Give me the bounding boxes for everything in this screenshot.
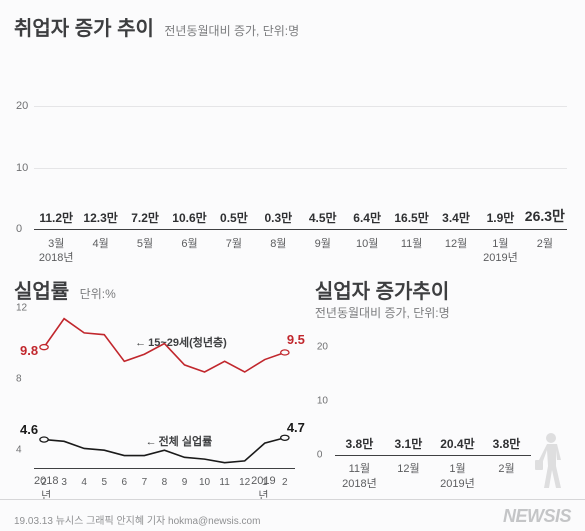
chart3-value-label: 3.8만 [346, 435, 374, 452]
chart1-value-label: 16.5만 [394, 209, 428, 226]
chart3: 010203.8만3.1만20.4만3.8만 11월12월1월2월 2018년2… [315, 325, 571, 491]
chart3-title: 실업자 증가추이 [315, 281, 449, 303]
chart3-year-labels: 2018년 2019년 [335, 475, 531, 491]
chart2-header: 실업률 단위:% [14, 275, 301, 304]
chart1-plot: 0102011.2만12.3만7.2만10.6만0.5만0.3만4.5만6.4만… [34, 45, 567, 230]
chart3-year-label: 2019년 [433, 475, 482, 491]
chart1-year-label [345, 249, 389, 265]
chart2-end-label: 9.5 [287, 332, 305, 347]
chart1-year-label [523, 249, 567, 265]
chart3-subtitle: 전년동월대비 증가, 단위:명 [315, 304, 571, 321]
person-icon [527, 430, 571, 492]
chart2: 48129.89.54.64.7←15~29세(청년층)←전체 실업률 2345… [14, 308, 301, 503]
chart1-value-label: 0.5만 [220, 209, 248, 226]
chart1-year-label [78, 249, 122, 265]
chart1-title: 취업자 증가 추이 [14, 18, 154, 40]
chart1-year-label [301, 249, 345, 265]
chart1-value-label: 12.3만 [83, 209, 117, 226]
chart1-value-label: 1.9만 [487, 209, 515, 226]
chart3-ytick: 0 [317, 450, 323, 461]
chart1-header: 취업자 증가 추이 전년동월대비 증가, 단위:명 [14, 12, 571, 41]
chart1-value-label: 4.5만 [309, 209, 337, 226]
chart1-year-label [167, 249, 211, 265]
chart3-x-label: 1월 [433, 460, 482, 476]
chart2-end-label: 4.6 [20, 422, 38, 437]
chart2-ytick: 4 [16, 445, 22, 456]
chart1-ytick: 0 [16, 223, 22, 235]
chart3-value-label: 20.4만 [440, 435, 474, 452]
footer: 19.03.13 뉴시스 그래픽 안지혜 기자 hokma@newsis.com… [0, 499, 585, 531]
chart1-ytick: 10 [16, 162, 28, 174]
chart2-plot: 48129.89.54.64.7←15~29세(청년층)←전체 실업률 [34, 308, 295, 469]
chart2-title: 실업률 [14, 281, 69, 303]
chart1-year-label [212, 249, 256, 265]
chart3-value-label: 3.1만 [395, 435, 423, 452]
chart1-value-label: 6.4만 [353, 209, 381, 226]
chart1-year-label [123, 249, 167, 265]
chart3-header: 실업자 증가추이 [315, 275, 571, 304]
chart3-x-label: 12월 [384, 460, 433, 476]
chart1-year-label: 2018년 [34, 249, 78, 265]
chart3-ytick: 10 [317, 395, 328, 406]
chart3-x-label: 11월 [335, 460, 384, 476]
chart2-legend-label: ←전체 실업률 [144, 433, 213, 449]
chart3-plot: 010203.8만3.1만20.4만3.8만 [335, 325, 531, 456]
chart1-value-label: 11.2만 [39, 209, 73, 226]
chart2-marker [40, 437, 48, 442]
chart1-year-label [389, 249, 433, 265]
chart2-marker [40, 345, 48, 350]
chart3-value-label: 3.8만 [493, 435, 521, 452]
chart3-x-label: 2월 [482, 460, 531, 476]
chart2-marker [281, 350, 289, 355]
chart1-value-label: 3.4만 [442, 209, 470, 226]
chart2-marker [281, 435, 289, 440]
chart2-ytick: 8 [16, 374, 22, 385]
chart2-end-label: 9.8 [20, 343, 38, 358]
chart1: 0 10 20 11.2만 12.3만 7.2만 10.6만 0.5만 0.3만 4.5만 6.4만… [14, 45, 571, 265]
chart3-year-label [482, 475, 531, 491]
footer-credit: 19.03.13 뉴시스 그래픽 안지혜 기자 hokma@newsis.com [14, 512, 260, 527]
chart1-ytick: 20 [16, 100, 28, 112]
chart1-value-label: 0.3만 [264, 209, 292, 226]
chart3-year-label [384, 475, 433, 491]
chart2-ytick: 12 [16, 303, 27, 314]
chart3-x-labels: 11월12월1월2월 [335, 460, 531, 476]
chart1-year-labels: 2018년 2019년 [34, 249, 567, 265]
chart2-end-label: 4.7 [287, 420, 305, 435]
chart1-year-label: 2019년 [478, 249, 522, 265]
chart1-year-label [256, 249, 300, 265]
chart1-subtitle: 전년동월대비 증가, 단위:명 [164, 24, 299, 38]
chart1-year-label [434, 249, 478, 265]
chart2-legend-label: ←15~29세(청년층) [133, 334, 227, 350]
chart1-value-label: 26.3만 [525, 206, 565, 226]
chart1-value-label: 10.6만 [172, 209, 206, 226]
chart3-ytick: 20 [317, 341, 328, 352]
chart3-year-label: 2018년 [335, 475, 384, 491]
footer-brand: NEWSIS [503, 506, 571, 527]
chart2-subtitle: 단위:% [80, 287, 116, 301]
chart1-value-label: 7.2만 [131, 209, 159, 226]
